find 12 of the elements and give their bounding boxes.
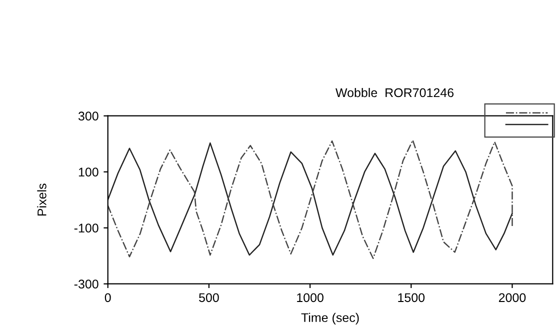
y-tick-label: 300 bbox=[78, 112, 98, 121]
y-tick-label: 100 bbox=[78, 168, 98, 177]
x-axis-title: Time (sec) bbox=[301, 312, 359, 325]
x-tick-label: 1000 bbox=[297, 293, 324, 302]
y-axis-title: Pixels bbox=[37, 184, 46, 216]
x-tick-label: 0 bbox=[104, 293, 111, 302]
chart-title: Wobble ROR701246 bbox=[336, 88, 454, 98]
x-tick-label: 2000 bbox=[498, 293, 526, 302]
x-tick-label: 1500 bbox=[398, 293, 425, 302]
y-tick-label: -300 bbox=[74, 280, 98, 289]
y-tick-label: -100 bbox=[74, 224, 98, 233]
x-tick-label: 500 bbox=[199, 293, 219, 302]
